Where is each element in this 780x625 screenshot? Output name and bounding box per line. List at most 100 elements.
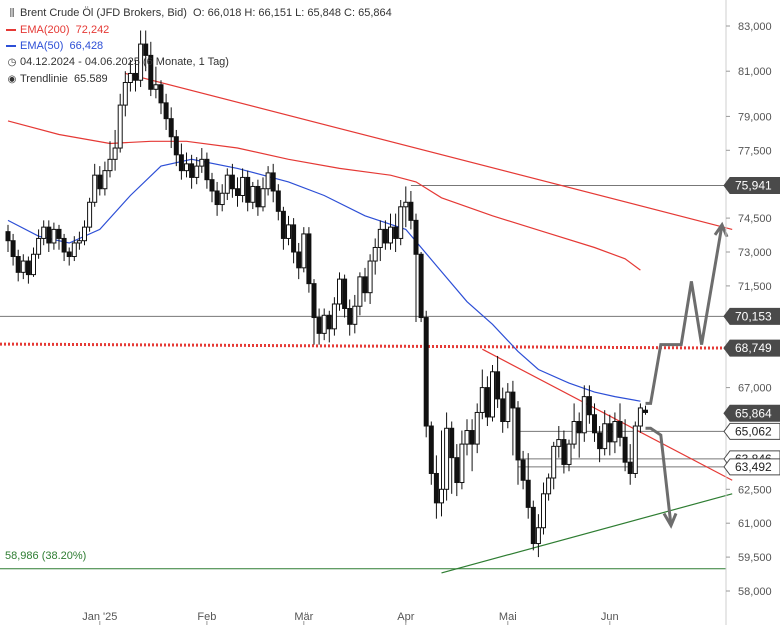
candle-body: [474, 411, 480, 445]
legend-trend-row[interactable]: ◉ Trendlinie 65.589: [6, 71, 392, 88]
candle-body: [280, 210, 286, 239]
candle-body: [122, 82, 128, 106]
candle-body: [194, 165, 200, 178]
candle-body: [367, 260, 373, 294]
scenario-arrows: [645, 221, 729, 529]
candle-body: [229, 174, 235, 190]
candle-body: [245, 176, 251, 203]
ema50-swatch: [6, 45, 16, 48]
candle-body: [275, 190, 281, 212]
candle-body: [377, 228, 383, 248]
candle-body: [301, 233, 307, 269]
legend-ema50-row[interactable]: EMA(50) 66,428: [6, 38, 392, 54]
x-tick-label: Mär: [294, 611, 313, 623]
candle-body: [255, 185, 261, 208]
candle-body: [408, 201, 414, 221]
candle-body: [51, 228, 57, 244]
fib-level-label: 58,986 (38.20%): [5, 550, 86, 562]
candle-body: [102, 170, 108, 190]
candle-body: [454, 457, 460, 484]
legend-ema200-row[interactable]: EMA(200) 72,242: [6, 22, 392, 38]
candle-body: [607, 423, 613, 443]
price-tag-label: 65,062: [735, 424, 772, 438]
ema200-value: 72,242: [75, 24, 110, 36]
candle-body: [214, 190, 220, 206]
bullish-arrow-head: [713, 221, 729, 238]
candle-body: [265, 172, 271, 190]
candle-body: [444, 427, 450, 490]
candle-body: [163, 102, 169, 120]
candle-body: [459, 443, 465, 484]
trendline: [441, 493, 733, 574]
y-tick-label: 71,500: [738, 281, 772, 293]
candle-body: [576, 421, 582, 434]
candle-body: [316, 317, 322, 334]
date-range: 04.12.2024 - 04.06.2025: [20, 56, 140, 68]
candle-body: [143, 43, 149, 56]
candle-body: [612, 421, 618, 443]
candle-body: [393, 226, 399, 239]
candle-body: [41, 226, 47, 239]
candle-body: [92, 174, 98, 203]
candle-body: [571, 421, 577, 445]
candle-body: [20, 260, 26, 273]
ema200-label: EMA(200): [20, 24, 70, 36]
candle-body: [250, 185, 256, 203]
candle-body: [617, 421, 623, 438]
candle-body: [490, 371, 495, 418]
candle-body: [637, 407, 643, 427]
target-icon: ◉: [7, 74, 17, 85]
candle-body: [541, 493, 546, 529]
candle-body: [464, 430, 470, 445]
trendline: [482, 348, 733, 481]
y-tick-label: 77,500: [738, 145, 772, 157]
candle-body: [311, 283, 317, 319]
period: (6 Monate, 1 Tag): [142, 56, 229, 68]
x-tick-label: Jun: [601, 611, 619, 623]
candle-body: [240, 176, 246, 196]
candle-body: [469, 430, 475, 445]
candle-body: [219, 192, 225, 206]
ema-lines: [7, 120, 641, 402]
price-tag: [723, 339, 780, 357]
candle-body: [61, 237, 67, 253]
candle-body: [530, 506, 536, 545]
candle-body: [566, 443, 572, 465]
y-axis: 83,000 81,000 79,000 77,500 74,500 73,000 71,5…: [725, 0, 772, 625]
candle-body: [510, 391, 516, 409]
candle-body: [5, 231, 11, 242]
candle-body: [382, 228, 388, 244]
chart-legend: ⫼ Brent Crude Öl (JFD Brokers, Bid) O: 66…: [6, 5, 392, 88]
candle-body: [127, 72, 133, 83]
ema200-line: [7, 120, 641, 271]
candle-body: [71, 242, 77, 258]
x-tick-label: Jan '25: [82, 611, 117, 623]
candle-body: [556, 439, 562, 447]
price-tag-label: 68,749: [735, 341, 772, 355]
trend-label: Trendlinie: [20, 73, 68, 85]
ema50-value: 66,428: [69, 40, 104, 52]
y-tick-label: 74,500: [738, 213, 772, 225]
price-tag-label: 63,492: [735, 460, 772, 474]
candle-body: [189, 163, 195, 178]
candle-body: [347, 308, 353, 325]
candle-body: [352, 305, 358, 325]
candle-body: [133, 72, 138, 81]
candle-body: [66, 251, 72, 258]
candle-body: [357, 276, 363, 307]
candle-body: [117, 104, 123, 149]
candle-body: [561, 439, 567, 465]
ohlc-values: O: 66,018 H: 66,151 L: 65,848 C: 65,864: [193, 7, 392, 19]
candle-body: [484, 387, 490, 418]
candle-body: [153, 84, 159, 90]
bars-icon: ⫼: [9, 8, 15, 19]
candle-body: [321, 314, 327, 334]
candle-body: [291, 224, 297, 253]
candle-body: [515, 407, 521, 461]
y-tick-label: 79,000: [738, 111, 772, 123]
candle-body: [388, 226, 393, 244]
candle-body: [235, 188, 240, 197]
bearish-scenario-arrow: [645, 426, 673, 526]
candle-body: [439, 488, 444, 504]
